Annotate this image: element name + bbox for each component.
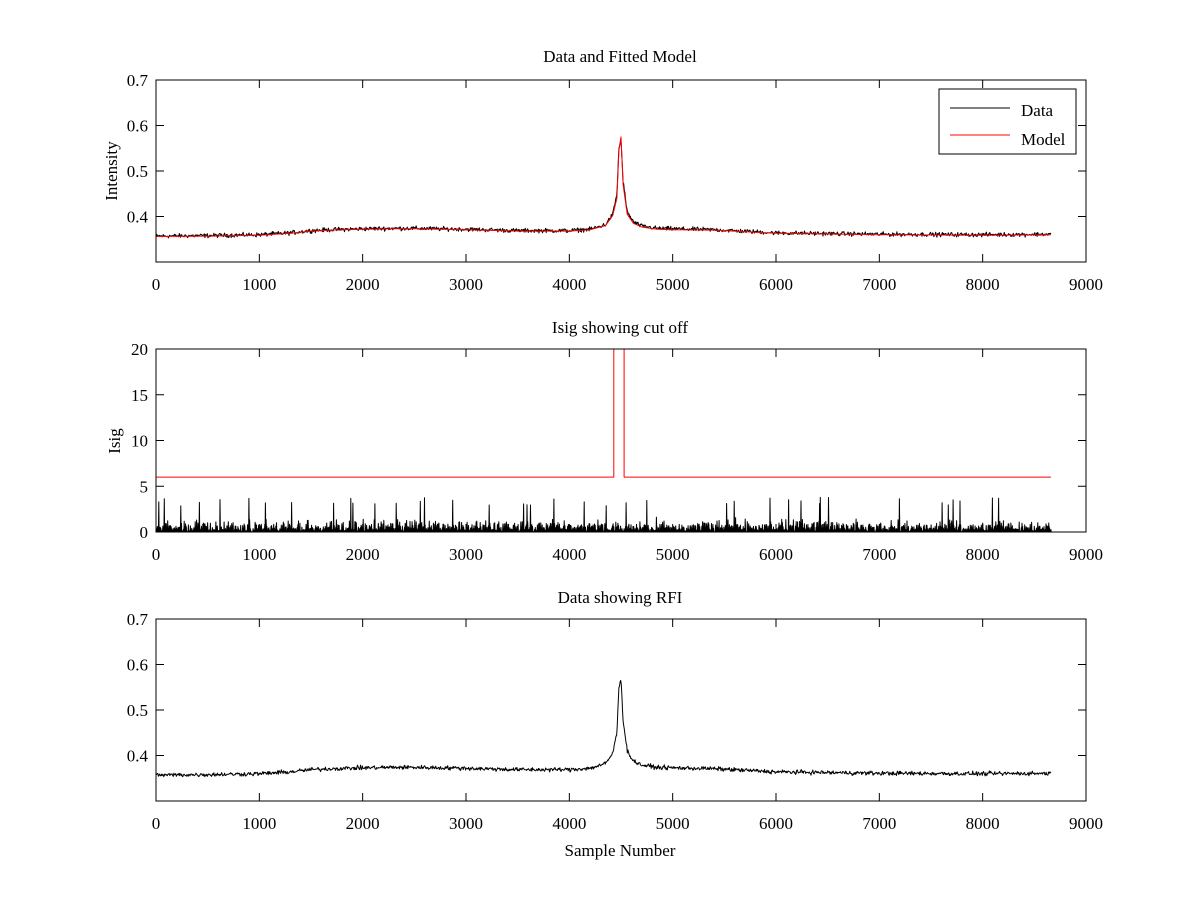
axes-frame: [155, 618, 1087, 802]
legend-label-data: Data: [1021, 101, 1054, 120]
x-tick-label: 7000: [862, 814, 896, 833]
panel-title: Data showing RFI: [558, 588, 683, 607]
series-line-isig: [155, 496, 1052, 533]
x-tick-label: 3000: [449, 545, 483, 564]
y-tick-label: 0.7: [127, 610, 149, 629]
axes-frame: [155, 348, 1087, 533]
x-tick-label: 9000: [1069, 545, 1103, 564]
series-line-data: [155, 680, 1052, 778]
x-tick-label: 8000: [966, 545, 1000, 564]
y-axis-label: Isig: [105, 428, 124, 454]
y-tick-label: 5: [140, 477, 149, 496]
x-tick-label: 6000: [759, 545, 793, 564]
x-tick-label: 8000: [966, 275, 1000, 294]
x-tick-label: 5000: [656, 814, 690, 833]
y-tick-label: 20: [131, 340, 148, 359]
x-tick-label: 5000: [656, 545, 690, 564]
x-tick-label: 3000: [449, 275, 483, 294]
x-tick-label: 7000: [862, 275, 896, 294]
x-tick-label: 4000: [552, 814, 586, 833]
y-tick-label: 0.6: [127, 656, 148, 675]
axes-frame: [155, 79, 1087, 263]
y-tick-label: 10: [131, 432, 148, 451]
y-tick-label: 0.5: [127, 162, 148, 181]
y-tick-label: 0.4: [127, 208, 149, 227]
y-tick-label: 0.5: [127, 701, 148, 720]
x-tick-label: 5000: [656, 275, 690, 294]
x-tick-label: 4000: [552, 275, 586, 294]
y-axis-label: Intensity: [102, 141, 121, 201]
x-tick-label: 0: [152, 275, 161, 294]
panel-title: Isig showing cut off: [552, 318, 688, 337]
x-tick-label: 9000: [1069, 275, 1103, 294]
x-tick-label: 1000: [242, 814, 276, 833]
panel-data-showing-rfi: Data showing RFI Sample Number 0 1000 2000…: [127, 588, 1103, 860]
x-tick-label: 7000: [862, 545, 896, 564]
x-tick-label: 0: [152, 545, 161, 564]
panel-title: Data and Fitted Model: [543, 47, 697, 66]
x-tick-label: 8000: [966, 814, 1000, 833]
x-tick-label: 1000: [242, 545, 276, 564]
y-tick-label: 0.6: [127, 117, 148, 136]
panel-isig-showing-cut-off: Isig showing cut off Isig 0 1000 2000 3000 4…: [105, 318, 1103, 564]
x-tick-label: 6000: [759, 814, 793, 833]
series-line-model: [155, 136, 1051, 237]
x-tick-label: 1000: [242, 275, 276, 294]
legend: Data Model: [938, 88, 1077, 155]
legend-box: [938, 88, 1077, 155]
x-tick-label: 0: [152, 814, 161, 833]
legend-label-model: Model: [1021, 130, 1066, 149]
panel-data-and-fitted-model: Data and Fitted Model Intensity 0 1000 200…: [102, 47, 1103, 294]
x-tick-label: 9000: [1069, 814, 1103, 833]
y-tick-label: 0.7: [127, 71, 149, 90]
x-tick-label: 3000: [449, 814, 483, 833]
x-axis-label: Sample Number: [565, 841, 676, 860]
x-tick-label: 2000: [346, 275, 380, 294]
series-line-data: [155, 138, 1052, 239]
x-tick-label: 2000: [346, 814, 380, 833]
x-tick-label: 6000: [759, 275, 793, 294]
x-tick-label: 4000: [552, 545, 586, 564]
y-tick-label: 0: [140, 523, 149, 542]
x-tick-label: 2000: [346, 545, 380, 564]
y-tick-label: 0.4: [127, 747, 149, 766]
y-tick-label: 15: [131, 386, 148, 405]
